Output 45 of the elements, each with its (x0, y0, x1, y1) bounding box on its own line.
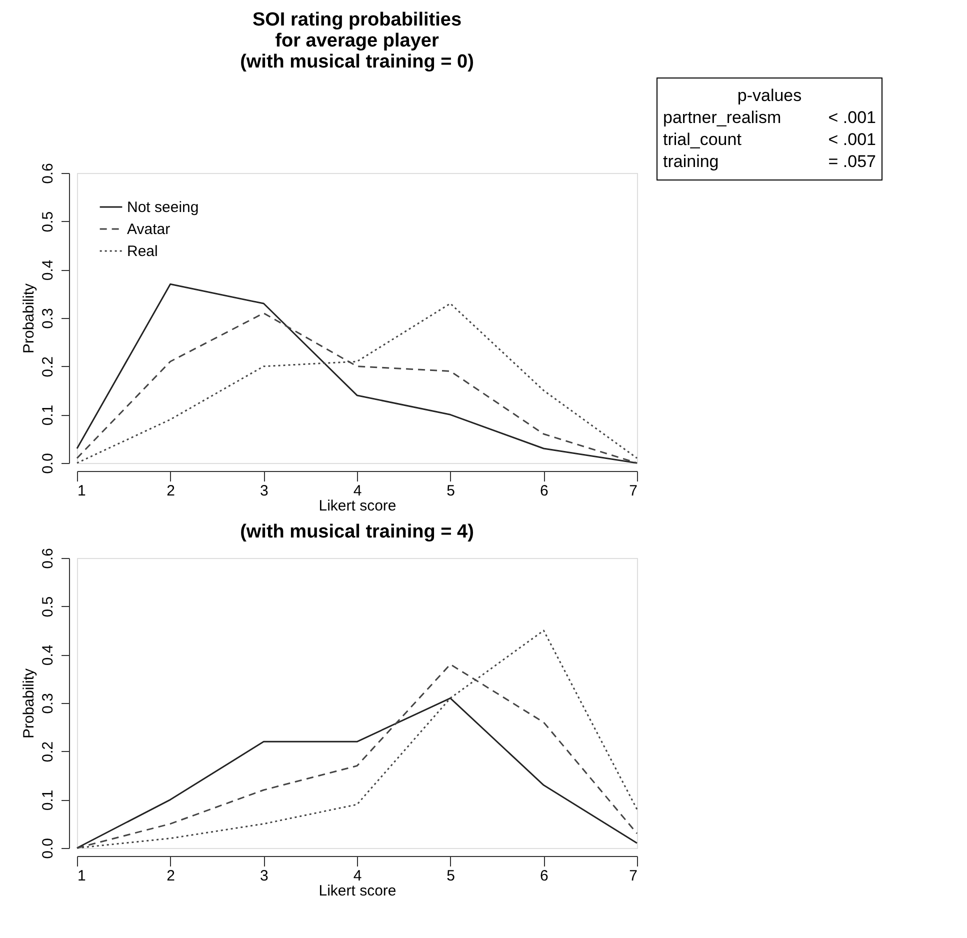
x-tick-label: 1 (78, 482, 86, 500)
legend-label: Real (127, 243, 158, 260)
x-tick-label: 5 (446, 868, 456, 884)
chart-title: (with musical training = 4) (240, 522, 474, 543)
x-axis-title: Likert score (318, 882, 396, 900)
x-axis-title: Likert score (318, 498, 396, 514)
y-tick-label: 0.0 (40, 453, 56, 474)
text: < .001 (828, 108, 876, 127)
x-tick-label: 7 (629, 482, 638, 500)
x-tick-label: 3 (260, 868, 268, 884)
y-tick-label: 0.1 (40, 790, 56, 811)
y-tick-label: 0.4 (40, 260, 56, 281)
text: training (663, 152, 719, 171)
x-tick-label: 6 (540, 482, 548, 500)
y-tick-label: 0.1 (40, 404, 56, 426)
text: partner_realism (663, 108, 782, 127)
y-tick-label: 0.2 (40, 356, 56, 378)
y-tick-label: 0.5 (40, 596, 56, 618)
text: < .001 (828, 130, 876, 149)
y-tick-label: 0.0 (40, 838, 56, 859)
chart-title: SOI rating probabilities for average player (with musical training = 0) (240, 10, 474, 72)
y-tick-label: 0.3 (40, 308, 56, 329)
y-tick-label: 0.5 (40, 211, 56, 232)
y-tick-label: 0.6 (40, 163, 56, 184)
y-axis-title: Probability (20, 282, 38, 354)
x-tick-label: 7 (629, 868, 638, 884)
y-tick-label: 0.4 (40, 644, 56, 666)
y-tick-label: 0.2 (40, 741, 56, 762)
text: trial_count (663, 130, 742, 149)
legend-label: Not seeing (127, 199, 199, 216)
x-tick-label: 5 (446, 482, 456, 500)
x-tick-label: 4 (353, 868, 362, 884)
line-series (76, 697, 638, 849)
x-tick-label: 3 (260, 482, 268, 500)
y-axis-title: Probability (20, 668, 38, 739)
y-tick-label: 0.6 (40, 548, 56, 569)
x-tick-label: 4 (353, 482, 362, 500)
x-tick-label: 2 (166, 482, 176, 500)
x-tick-label: 1 (78, 868, 86, 884)
x-tick-label: 6 (540, 868, 548, 884)
text: = .057 (828, 152, 876, 171)
text: p-values (737, 86, 802, 105)
legend-label: Avatar (127, 221, 170, 238)
x-tick-label: 2 (166, 868, 176, 884)
y-tick-label: 0.3 (40, 693, 56, 714)
